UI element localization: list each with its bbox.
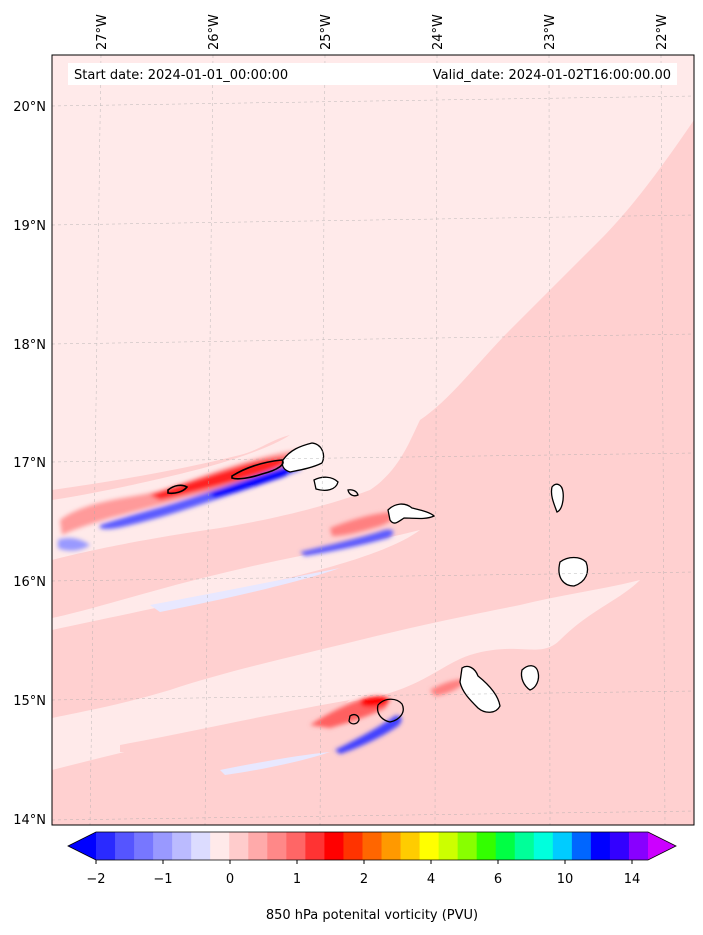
colorbar-segment (362, 832, 383, 860)
colorbar-segment (172, 832, 192, 860)
island-maio (520, 665, 540, 691)
island-brava (348, 713, 360, 725)
latitude-labels: 20°N 19°N 18°N 17°N 16°N 15°N 14°N (13, 100, 46, 828)
lat-label: 17°N (13, 456, 46, 471)
lon-label: 26°W (207, 14, 222, 50)
colorbar-tick-label: 1 (293, 872, 301, 887)
colorbar-tick-label: 14 (624, 872, 641, 887)
colorbar-segment (381, 832, 402, 860)
colorbar-title: 850 hPa potenital vorticity (PVU) (266, 908, 478, 923)
colorbar-segment (628, 832, 649, 860)
colorbar-extend-min (68, 832, 96, 860)
longitude-labels: 27°W 26°W 25°W 24°W 23°W 22°W (95, 14, 670, 50)
colorbar-segment (590, 832, 611, 860)
lat-label: 15°N (13, 694, 46, 709)
colorbar-tick-label: 6 (494, 872, 502, 887)
island-santiago (459, 665, 501, 713)
colorbar-segment (400, 832, 421, 860)
pv-faint-negative-streak (220, 752, 330, 775)
colorbar-segment (495, 832, 516, 860)
island-sao-vicente (313, 476, 339, 491)
colorbar-segment (476, 832, 497, 860)
valid-date-label: Valid_date: 2024-01-02T16:00:00.00 (433, 68, 671, 83)
colorbar (67, 831, 677, 864)
graticule (52, 55, 694, 825)
colorbar-tick-label: 10 (557, 872, 574, 887)
lat-label: 14°N (13, 813, 46, 828)
lat-label: 20°N (13, 100, 46, 115)
colorbar-segment (533, 832, 554, 860)
island-sao-nicolau (387, 503, 436, 524)
colorbar-tick-label: 4 (427, 872, 435, 887)
pv-negative-filament-upper-core (210, 466, 292, 498)
colorbar-segment (134, 832, 154, 860)
colorbar-tick-labels: −2 −1 0 1 2 4 6 10 14 (86, 872, 640, 887)
map-frame (51, 54, 695, 826)
colorbar-segment (191, 832, 211, 860)
colorbar-tick-label: −2 (86, 872, 105, 887)
colorbar-tick-label: 2 (360, 872, 368, 887)
pv-light-streak (120, 700, 350, 752)
lon-label: 22°W (655, 14, 670, 50)
colorbar-segment (552, 832, 573, 860)
island-boa-vista (558, 556, 589, 587)
colorbar-segment (457, 832, 478, 860)
colorbar-segment (514, 832, 535, 860)
lat-label: 19°N (13, 219, 46, 234)
island-santo-antao (281, 442, 325, 473)
pv-faint-negative-streak (150, 568, 340, 612)
colorbar-tick-label: −1 (153, 872, 172, 887)
colorbar-tick-label: 0 (226, 872, 234, 887)
colorbar-segment (571, 832, 592, 860)
colorbar-segment (324, 832, 344, 860)
colorbar-extend-max (648, 832, 676, 860)
pv-positive-filament-lower-core (360, 696, 390, 707)
header-box (68, 63, 677, 85)
colorbar-segment (343, 832, 363, 860)
island-coastlines (281, 442, 589, 725)
lon-label: 23°W (543, 14, 558, 50)
pv-negative-tail (58, 537, 90, 551)
colorbar-segment (115, 832, 135, 860)
colorbar-segment (229, 832, 249, 860)
colorbar-segment (419, 832, 440, 860)
island-fogo (376, 698, 404, 723)
pv-positive-patch-east (430, 679, 465, 696)
pv-light-positive-region (52, 120, 694, 825)
colorbar-segment (210, 832, 230, 860)
pv-light-streak (80, 503, 410, 572)
colorbar-segment (305, 832, 325, 860)
pv-positive-filament-middle (330, 512, 394, 536)
colorbar-segment (248, 832, 268, 860)
lat-label: 16°N (13, 575, 46, 590)
map-panel (52, 55, 694, 825)
lon-label: 27°W (95, 14, 110, 50)
colorbar-segment (267, 832, 287, 860)
colorbar-segment (438, 832, 459, 860)
colorbar-segment (609, 832, 630, 860)
pv-light-streak (52, 435, 290, 500)
pv-negative-filament-middle (300, 529, 394, 556)
pv-negative-filament-lower (335, 715, 402, 754)
lat-label: 18°N (13, 338, 46, 353)
colorbar-segment (286, 832, 306, 860)
lon-label: 25°W (319, 14, 334, 50)
strong-pv-contours (167, 459, 284, 495)
colorbar-segment (153, 832, 173, 860)
lon-label: 24°W (431, 14, 446, 50)
island-sal (550, 483, 564, 513)
start-date-label: Start date: 2024-01-01_00:00:00 (74, 68, 288, 83)
colorbar-segment (96, 832, 116, 860)
island-santa-luzia (347, 489, 359, 497)
